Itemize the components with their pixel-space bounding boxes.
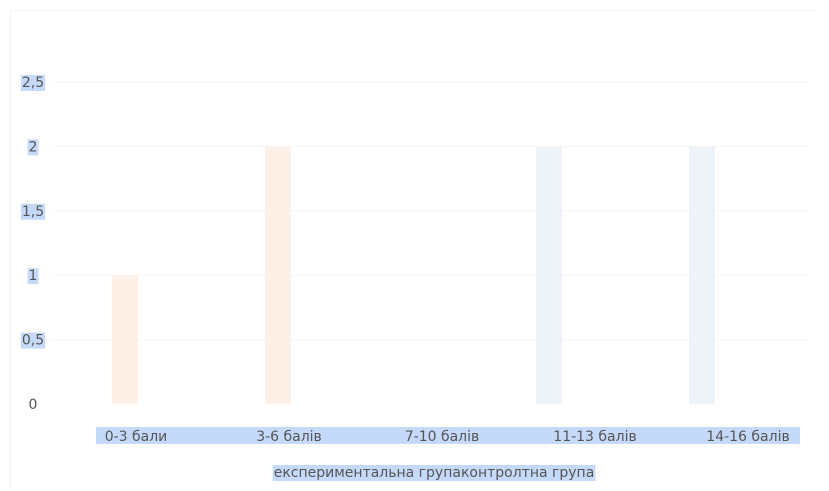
x-axis-label-highlight [96,427,800,444]
y-tick-label: 2,5 [22,75,44,91]
y-tick-label: 1 [29,268,38,284]
legend-label: експериментальна групаконтролтна група [274,465,595,481]
x-tick-label: 14-16 балів [706,429,789,445]
x-tick-label: 7-10 балів [405,429,480,445]
bar [265,146,291,404]
x-tick-label: 3-6 балів [256,429,322,445]
bar [112,275,138,404]
bar [536,146,562,404]
legend-highlight [272,465,596,481]
chart-frame [10,10,818,488]
y-tick-label: 1,5 [22,204,44,220]
y-tick-label-highlight [20,332,46,349]
y-tick-label-highlight [20,203,46,220]
y-tick-label: 0,5 [22,333,44,349]
y-tick-label: 2 [29,139,38,155]
y-tick-label-highlight [27,139,39,156]
x-tick-label: 0-3 бали [105,429,168,445]
y-tick-label-highlight [20,75,46,91]
bar [689,146,715,404]
x-tick-label: 11-13 балів [553,429,636,445]
y-tick-label: 0 [29,397,38,413]
y-tick-label-highlight [27,268,39,285]
